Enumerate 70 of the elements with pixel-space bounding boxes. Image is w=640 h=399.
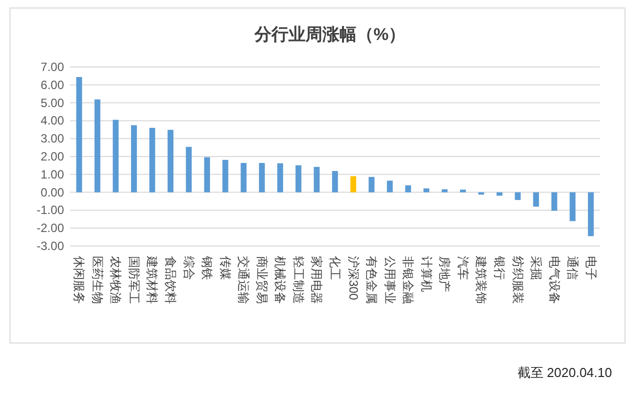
x-tick-label: 传媒	[218, 256, 232, 280]
x-tick-label: 计算机	[419, 256, 434, 292]
x-tick-label: 化工	[328, 256, 342, 280]
bar	[314, 166, 320, 192]
x-tick-label: 房地产	[438, 256, 452, 292]
x-tick-label: 非银金融	[401, 256, 416, 304]
x-tick-label: 交通运输	[236, 256, 251, 304]
x-tick-label: 农林牧渔	[108, 256, 123, 304]
x-tick-label: 钢铁	[200, 255, 214, 280]
x-tick-label: 休闲服务	[72, 256, 86, 304]
bar	[460, 190, 466, 192]
bar	[496, 192, 502, 196]
x-tick-label: 商业贸易	[254, 256, 269, 304]
text: 截至 2020.04.10	[517, 365, 612, 380]
y-tick-label: 0.00	[40, 185, 64, 200]
bar	[423, 188, 430, 192]
x-tick-label: 采掘	[529, 256, 544, 280]
bar	[76, 77, 82, 192]
x-tick-label: 纺织服装	[510, 256, 525, 304]
y-tick-label: -2.00	[36, 221, 64, 236]
bar	[222, 160, 228, 192]
y-tick-label: 4.00	[40, 114, 64, 128]
y-tick-label: -3.00	[36, 239, 64, 253]
x-tick-label: 通信	[566, 256, 580, 280]
x-tick-label: 电气设备	[547, 256, 562, 304]
bar	[386, 180, 393, 192]
bar	[533, 192, 539, 207]
x-tick-label: 轻工制造	[291, 256, 306, 304]
chart-title: 分行业周涨幅（%）	[253, 25, 406, 44]
x-tick-label: 国防军工	[126, 256, 141, 304]
y-tick-label: 2.00	[40, 150, 64, 164]
y-tick-label: 7.00	[40, 60, 64, 74]
bar	[277, 163, 284, 192]
y-tick-label: 1.00	[40, 167, 64, 182]
x-tick-label: 家用电器	[310, 256, 324, 304]
x-tick-label: 沪深300	[346, 256, 360, 300]
bar	[186, 146, 192, 192]
bar	[368, 176, 374, 192]
x-tick-label: 银行	[492, 255, 506, 280]
bar	[570, 192, 576, 222]
bar	[350, 176, 356, 192]
bar	[405, 185, 412, 192]
bar	[94, 99, 100, 192]
x-tick-label: 综合	[182, 256, 196, 280]
x-tick-label: 机械设备	[273, 256, 288, 304]
x-tick-label: 医药生物	[90, 256, 104, 304]
bar	[514, 192, 521, 200]
x-tick-label: 建筑装饰	[474, 255, 488, 304]
y-tick-label: -1.00	[36, 203, 64, 218]
bar	[296, 165, 302, 192]
x-tick-label: 建筑材料	[145, 255, 160, 304]
bar	[204, 157, 210, 192]
bar	[332, 171, 338, 192]
bar	[240, 162, 247, 192]
x-tick-label: 公用事业	[382, 256, 397, 304]
bar	[588, 192, 594, 236]
bar	[168, 130, 174, 192]
x-tick-label: 汽车	[456, 256, 470, 280]
y-tick-label: 5.00	[40, 96, 64, 110]
bar	[112, 120, 119, 192]
bar	[551, 192, 558, 211]
bar	[131, 125, 137, 192]
x-tick-label: 食品饮料	[164, 256, 178, 304]
x-tick-label: 有色金属	[364, 256, 379, 304]
bar	[258, 162, 265, 192]
bar	[149, 128, 156, 192]
y-tick-label: 3.00	[40, 132, 64, 146]
bar	[442, 189, 448, 192]
y-tick-label: 6.00	[40, 78, 64, 92]
x-tick-label: 电子	[584, 256, 598, 280]
